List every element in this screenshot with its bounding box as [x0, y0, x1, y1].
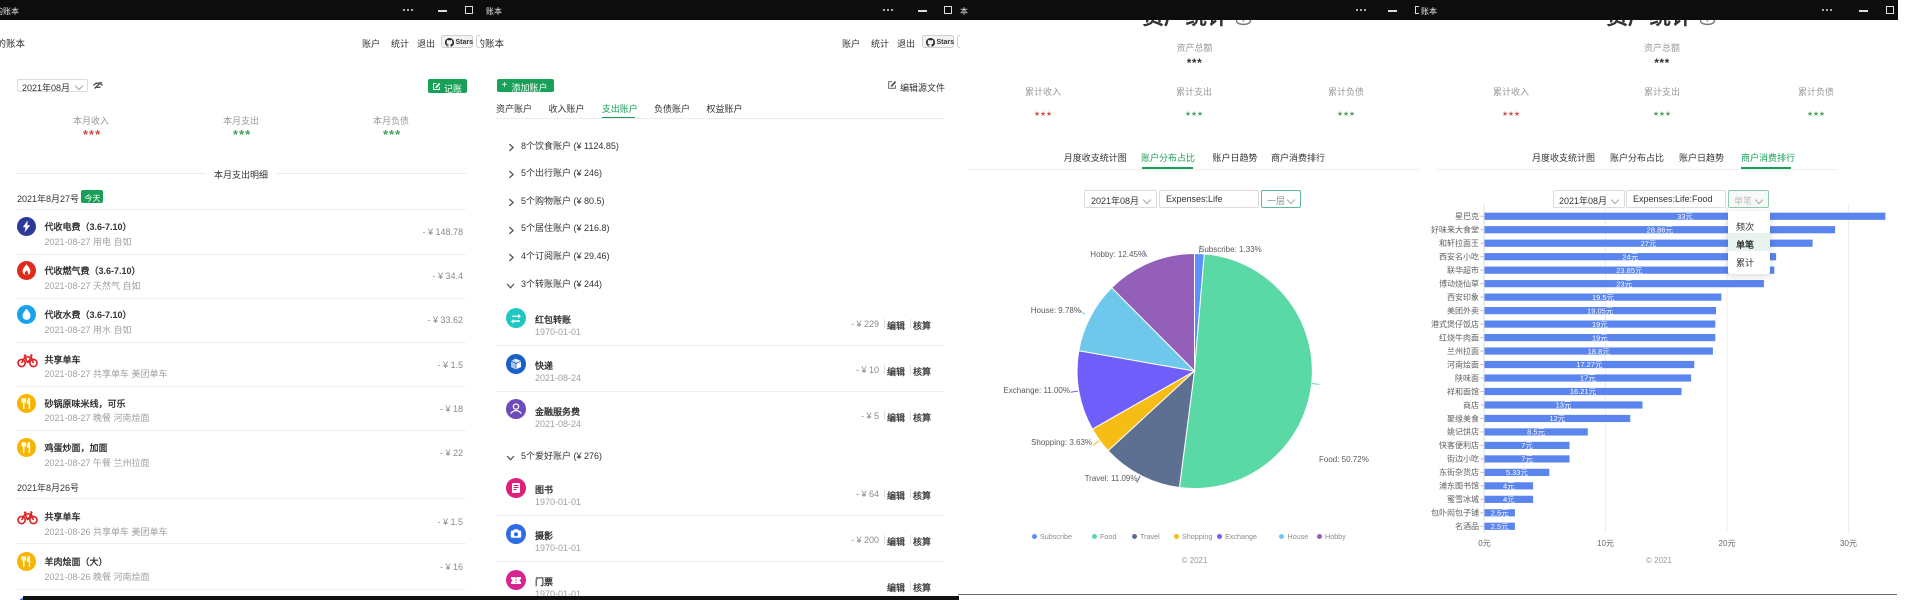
svg-text:8.5元: 8.5元	[1527, 428, 1545, 437]
svg-text:4元: 4元	[1503, 495, 1515, 504]
svg-text:祥和面馆: 祥和面馆	[1447, 386, 1479, 396]
svg-text:13元: 13元	[1556, 401, 1572, 410]
svg-text:33元: 33元	[1677, 212, 1693, 221]
svg-text:19元: 19元	[1592, 320, 1608, 329]
svg-text:包卟闳包子铺: 包卟闳包子铺	[1431, 508, 1479, 518]
svg-text:20元: 20元	[1719, 539, 1736, 548]
svg-text:和轩拉面王: 和轩拉面王	[1439, 238, 1479, 248]
svg-text:4元: 4元	[1503, 482, 1515, 491]
svg-text:18.8元: 18.8元	[1588, 347, 1611, 356]
svg-text:19.5元: 19.5元	[1592, 293, 1615, 302]
svg-text:7元: 7元	[1521, 455, 1533, 464]
svg-text:快客便利店: 快客便利店	[1439, 440, 1479, 450]
svg-text:名酒品: 名酒品	[1455, 521, 1479, 531]
svg-text:2.5元: 2.5元	[1491, 522, 1509, 531]
svg-text:陕味面: 陕味面	[1455, 373, 1479, 383]
svg-text:16.21元: 16.21元	[1570, 387, 1597, 396]
svg-text:17.27元: 17.27元	[1576, 360, 1603, 369]
svg-text:商店: 商店	[1463, 400, 1479, 410]
svg-text:19元: 19元	[1592, 333, 1608, 342]
svg-text:星巴克: 星巴克	[1455, 212, 1479, 221]
svg-text:东街杂货店: 东街杂货店	[1439, 467, 1479, 477]
svg-text:28.86元: 28.86元	[1647, 225, 1674, 234]
svg-text:24元: 24元	[1622, 252, 1638, 261]
svg-text:美团外卖: 美团外卖	[1447, 305, 1479, 315]
svg-text:西安名小吃: 西安名小吃	[1439, 251, 1479, 261]
svg-text:27元: 27元	[1641, 239, 1657, 248]
svg-text:23.85元: 23.85元	[1616, 266, 1643, 275]
svg-text:西安印象: 西安印象	[1447, 292, 1479, 302]
svg-text:17元: 17元	[1580, 374, 1596, 383]
svg-text:10元: 10元	[1597, 539, 1614, 548]
svg-text:23元: 23元	[1616, 279, 1632, 288]
svg-text:街边小吃: 街边小吃	[1447, 454, 1479, 464]
svg-text:5.33元: 5.33元	[1506, 468, 1529, 477]
svg-text:蜜雪冰城: 蜜雪冰城	[1447, 494, 1479, 504]
svg-text:聚缘美食: 聚缘美食	[1447, 413, 1479, 423]
svg-text:浦东图书馆: 浦东图书馆	[1439, 481, 1479, 491]
svg-text:博动烧仙草: 博动烧仙草	[1439, 278, 1479, 288]
svg-text:0元: 0元	[1478, 539, 1490, 548]
svg-text:12元: 12元	[1549, 414, 1565, 423]
svg-text:河南烩面: 河南烩面	[1447, 359, 1479, 369]
svg-text:19.05元: 19.05元	[1587, 306, 1614, 315]
svg-text:兰州拉面: 兰州拉面	[1447, 346, 1479, 356]
svg-text:姚记饼店: 姚记饼店	[1447, 427, 1479, 437]
svg-text:7元: 7元	[1521, 441, 1533, 450]
svg-text:2.5元: 2.5元	[1491, 509, 1509, 518]
svg-text:红烧牛肉面: 红烧牛肉面	[1439, 332, 1479, 342]
svg-text:联华超市: 联华超市	[1447, 265, 1479, 275]
svg-text:港式煲仔饭店: 港式煲仔饭店	[1431, 319, 1479, 329]
svg-text:30元: 30元	[1840, 539, 1857, 548]
svg-text:好味来大食堂: 好味来大食堂	[1431, 225, 1479, 235]
